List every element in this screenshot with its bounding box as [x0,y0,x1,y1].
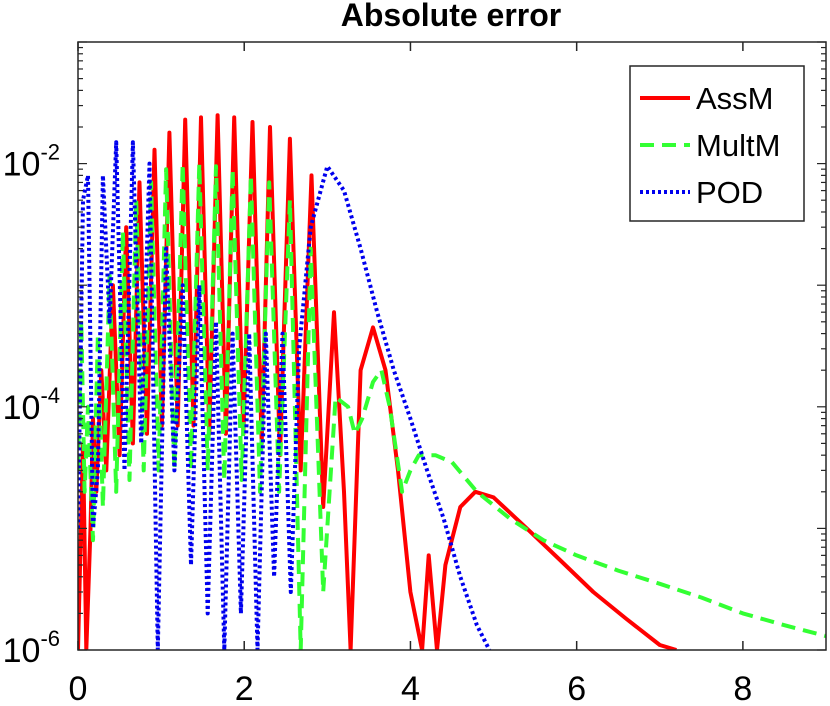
plot-area [78,113,826,650]
x-tick-label: 6 [567,670,586,706]
series-line-pod [78,140,492,650]
series-line-multm [78,161,826,650]
y-tick-label: 10-2 [3,140,60,184]
axis-ticks: 0 2 4 6 8 10-6 10-4 10-2 [3,41,826,706]
axes-box [77,41,827,651]
legend-label-pod: POD [696,175,763,210]
x-tick-label: 8 [733,670,752,706]
x-tick-label: 0 [69,670,88,706]
chart-title: Absolute error [341,0,561,33]
x-tick-label: 4 [401,670,420,706]
legend-label-assm: AssM [696,81,774,116]
y-tick-label: 10-4 [3,383,60,427]
legend: AssM MultM POD [629,65,805,222]
x-tick-label: 2 [235,670,254,706]
legend-label-multm: MultM [696,128,780,163]
y-tick-label: 10-6 [3,626,60,670]
legend-box [629,65,805,222]
